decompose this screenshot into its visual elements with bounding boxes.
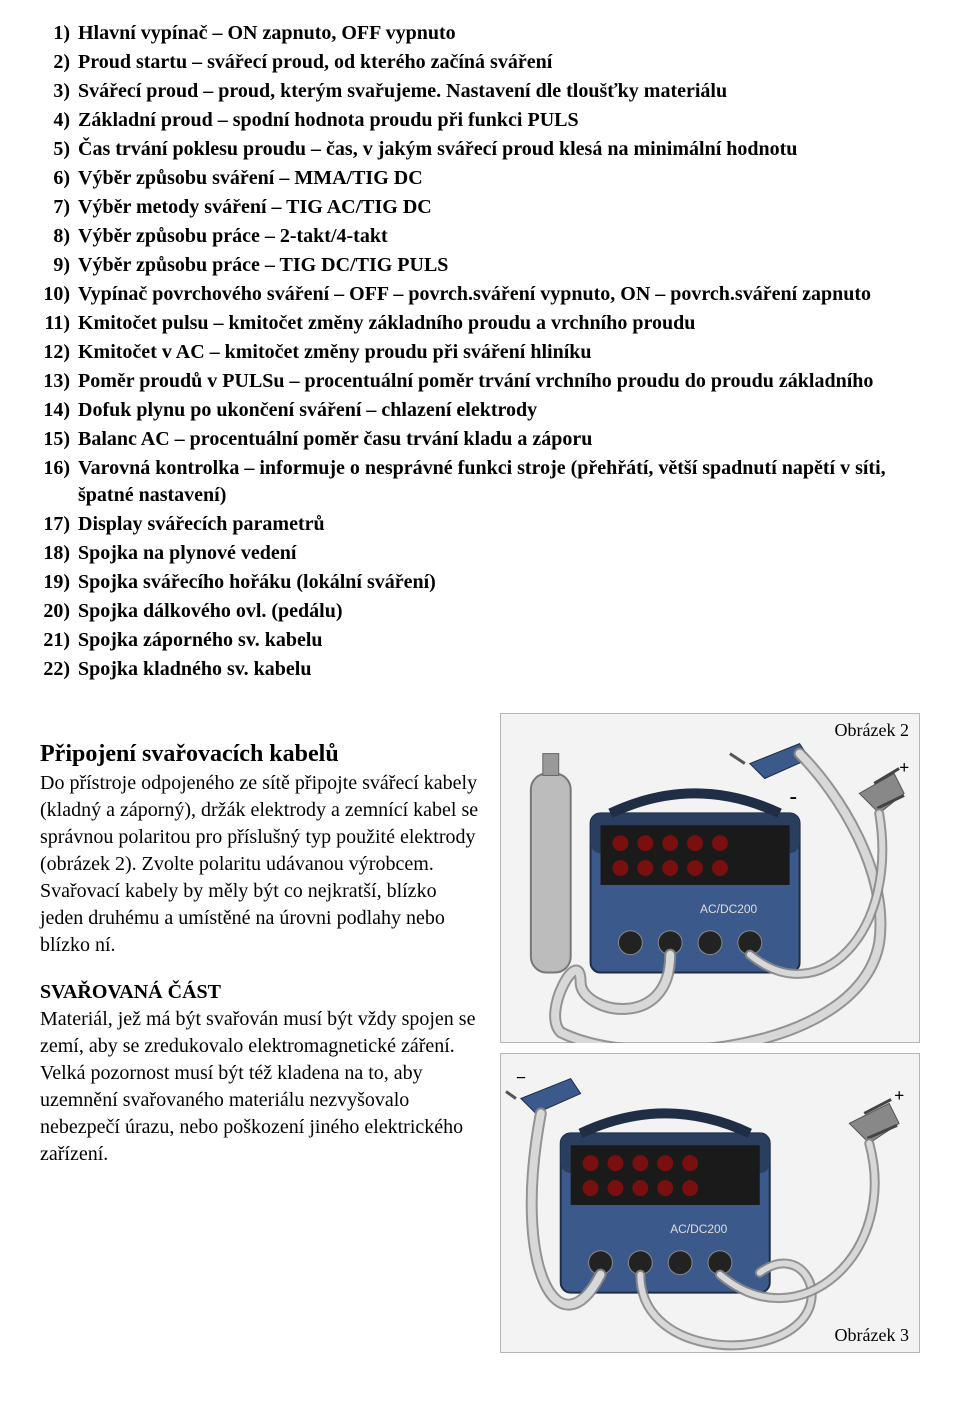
- section2-heading: SVAŘOVANÁ ČÁST: [40, 981, 484, 1004]
- list-item-text: Výběr způsobu práce – 2-takt/4-takt: [78, 223, 920, 250]
- list-item: 11)Kmitočet pulsu – kmitočet změny zákla…: [40, 310, 920, 337]
- figures-column: Obrázek 2: [500, 713, 920, 1353]
- list-item-text: Spojka na plynové vedení: [78, 540, 920, 567]
- list-item-number: 5): [40, 136, 78, 163]
- list-item: 3)Svářecí proud – proud, kterým svařujem…: [40, 78, 920, 105]
- list-item: 13)Poměr proudů v PULSu – procentuální p…: [40, 368, 920, 395]
- list-item-text: Varovná kontrolka – informuje o nesprávn…: [78, 455, 920, 509]
- list-item: 7)Výběr metody sváření – TIG AC/TIG DC: [40, 194, 920, 221]
- list-item-number: 9): [40, 252, 78, 279]
- section1-para: Do přístroje odpojeného ze sítě připojte…: [40, 770, 484, 959]
- list-item: 17)Display svářecích parametrů: [40, 511, 920, 538]
- list-item-text: Hlavní vypínač – ON zapnuto, OFF vypnuto: [78, 20, 920, 47]
- list-item-text: Výběr způsobu práce – TIG DC/TIG PULS: [78, 252, 920, 279]
- figure-3: Obrázek 3 AC/DC200: [500, 1053, 920, 1353]
- list-item-text: Display svářecích parametrů: [78, 511, 920, 538]
- list-item: 19)Spojka svářecího hořáku (lokální svář…: [40, 569, 920, 596]
- list-item-text: Poměr proudů v PULSu – procentuální pomě…: [78, 368, 920, 395]
- list-item: 20)Spojka dálkového ovl. (pedálu): [40, 598, 920, 625]
- list-item: 1)Hlavní vypínač – ON zapnuto, OFF vypnu…: [40, 20, 920, 47]
- list-item: 10)Vypínač povrchového sváření – OFF – p…: [40, 281, 920, 308]
- list-item: 16)Varovná kontrolka – informuje o nespr…: [40, 455, 920, 509]
- list-item-text: Čas trvání poklesu proudu – čas, v jakým…: [78, 136, 920, 163]
- list-item-text: Spojka záporného sv. kabelu: [78, 627, 920, 654]
- list-item-number: 1): [40, 20, 78, 47]
- list-item: 15)Balanc AC – procentuální poměr času t…: [40, 426, 920, 453]
- list-item-text: Kmitočet pulsu – kmitočet změny základní…: [78, 310, 920, 337]
- list-item-number: 13): [40, 368, 78, 395]
- svg-text:-: -: [790, 783, 797, 808]
- list-item-text: Dofuk plynu po ukončení sváření – chlaze…: [78, 397, 920, 424]
- list-item-number: 11): [40, 310, 78, 337]
- list-item-number: 20): [40, 598, 78, 625]
- list-item-text: Spojka dálkového ovl. (pedálu): [78, 598, 920, 625]
- svg-text:−: −: [516, 1068, 526, 1088]
- list-item-number: 4): [40, 107, 78, 134]
- list-item-text: Vypínač povrchového sváření – OFF – povr…: [78, 281, 920, 308]
- list-item-number: 14): [40, 397, 78, 424]
- lower-block: Připojení svařovacích kabelů Do přístroj…: [40, 713, 920, 1353]
- list-item-text: Kmitočet v AC – kmitočet změny proudu př…: [78, 339, 920, 366]
- list-item-number: 17): [40, 511, 78, 538]
- list-item-text: Svářecí proud – proud, kterým svařujeme.…: [78, 78, 920, 105]
- list-item: 6)Výběr způsobu sváření – MMA/TIG DC: [40, 165, 920, 192]
- list-item-number: 22): [40, 656, 78, 683]
- list-item: 14)Dofuk plynu po ukončení sváření – chl…: [40, 397, 920, 424]
- list-item: 21)Spojka záporného sv. kabelu: [40, 627, 920, 654]
- list-item: 9)Výběr způsobu práce – TIG DC/TIG PULS: [40, 252, 920, 279]
- svg-text:AC/DC200: AC/DC200: [700, 902, 757, 916]
- list-item-text: Základní proud – spodní hodnota proudu p…: [78, 107, 920, 134]
- list-item-text: Výběr způsobu sváření – MMA/TIG DC: [78, 165, 920, 192]
- list-item-text: Spojka kladného sv. kabelu: [78, 656, 920, 683]
- list-item-number: 6): [40, 165, 78, 192]
- list-item: 18)Spojka na plynové vedení: [40, 540, 920, 567]
- list-item: 2)Proud startu – svářecí proud, od které…: [40, 49, 920, 76]
- list-item-number: 2): [40, 49, 78, 76]
- list-item-text: Spojka svářecího hořáku (lokální sváření…: [78, 569, 920, 596]
- list-item-number: 3): [40, 78, 78, 105]
- numbered-list: 1)Hlavní vypínač – ON zapnuto, OFF vypnu…: [40, 20, 920, 683]
- list-item-number: 10): [40, 281, 78, 308]
- list-item-text: Balanc AC – procentuální poměr času trvá…: [78, 426, 920, 453]
- list-item: 4)Základní proud – spodní hodnota proudu…: [40, 107, 920, 134]
- list-item-number: 12): [40, 339, 78, 366]
- list-item: 5)Čas trvání poklesu proudu – čas, v jak…: [40, 136, 920, 163]
- list-item-text: Proud startu – svářecí proud, od kterého…: [78, 49, 920, 76]
- lower-left-column: Připojení svařovacích kabelů Do přístroj…: [40, 713, 484, 1168]
- list-item-number: 21): [40, 627, 78, 654]
- figure-2-caption: Obrázek 2: [835, 720, 909, 741]
- figure-3-caption: Obrázek 3: [835, 1325, 909, 1346]
- figure-2: Obrázek 2: [500, 713, 920, 1043]
- welder-machine-fig3-svg: AC/DC200 − +: [501, 1053, 919, 1353]
- section2-para: Materiál, jež má být svařován musí být v…: [40, 1006, 484, 1168]
- list-item-text: Výběr metody sváření – TIG AC/TIG DC: [78, 194, 920, 221]
- list-item-number: 19): [40, 569, 78, 596]
- welder-machine-fig2-svg: AC/DC200 - +: [501, 713, 919, 1043]
- svg-text:AC/DC200: AC/DC200: [670, 1222, 727, 1236]
- list-item-number: 15): [40, 426, 78, 453]
- svg-text:+: +: [899, 758, 909, 778]
- section1-heading: Připojení svařovacích kabelů: [40, 741, 484, 768]
- svg-text:+: +: [894, 1085, 904, 1105]
- list-item-number: 16): [40, 455, 78, 509]
- list-item-number: 7): [40, 194, 78, 221]
- list-item: 22)Spojka kladného sv. kabelu: [40, 656, 920, 683]
- list-item: 8)Výběr způsobu práce – 2-takt/4-takt: [40, 223, 920, 250]
- list-item-number: 8): [40, 223, 78, 250]
- list-item-number: 18): [40, 540, 78, 567]
- list-item: 12)Kmitočet v AC – kmitočet změny proudu…: [40, 339, 920, 366]
